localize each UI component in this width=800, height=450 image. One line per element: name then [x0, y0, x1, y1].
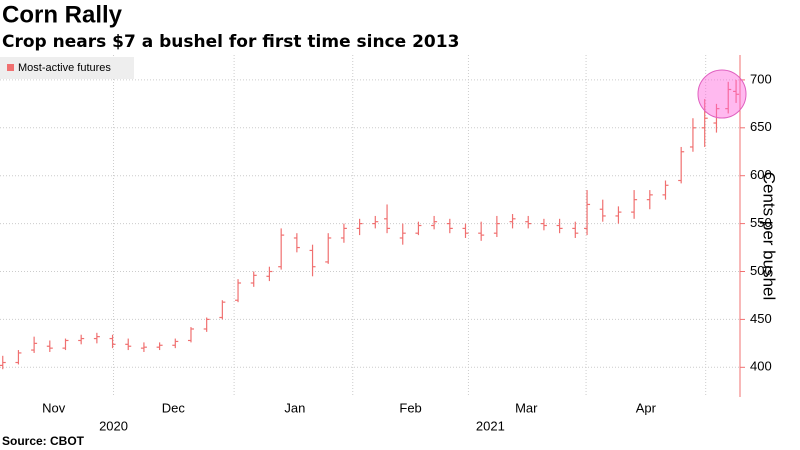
y-tick-label: 500 — [750, 263, 772, 278]
legend-box — [0, 57, 134, 79]
y-tick-label: 550 — [750, 215, 772, 230]
y-axis-label: Cents per bushel — [760, 172, 779, 301]
year-label: 2020 — [99, 418, 128, 433]
y-tick-label: 450 — [750, 311, 772, 326]
x-tick-label: Apr — [636, 400, 657, 415]
legend-label: Most-active futures — [18, 62, 111, 74]
y-tick-label: 400 — [750, 359, 772, 374]
y-tick-label: 700 — [750, 71, 772, 86]
y-tick-label: 600 — [750, 167, 772, 182]
y-tick-label: 650 — [750, 119, 772, 134]
x-tick-label: Dec — [162, 400, 186, 415]
year-label: 2021 — [476, 418, 505, 433]
x-tick-label: Mar — [515, 400, 538, 415]
legend-swatch — [7, 64, 14, 71]
chart-subtitle: Crop nears $7 a bushel for first time si… — [2, 32, 459, 52]
source: Source: CBOT — [2, 434, 85, 448]
x-tick-label: Nov — [42, 400, 66, 415]
x-tick-label: Feb — [399, 400, 421, 415]
chart-title: Corn Rally — [2, 1, 123, 28]
x-tick-label: Jan — [284, 400, 305, 415]
highlight-circle — [697, 69, 747, 119]
